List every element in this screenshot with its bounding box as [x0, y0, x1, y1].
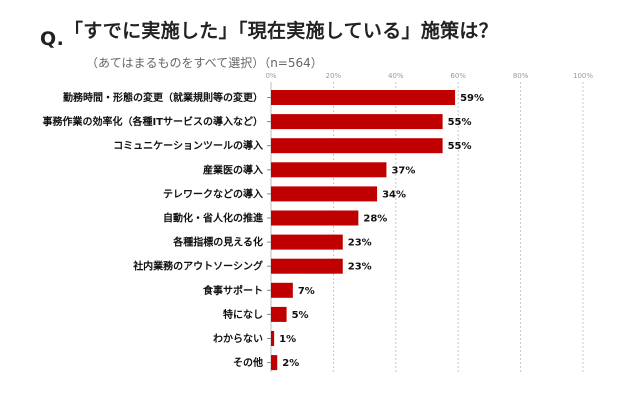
data-label: 1%: [279, 334, 296, 345]
category-label: その他: [233, 356, 263, 369]
data-label: 55%: [448, 117, 472, 128]
data-label: 5%: [292, 310, 309, 321]
bar: [271, 210, 359, 226]
x-tick-label: 80%: [513, 72, 529, 80]
data-label: 2%: [282, 358, 299, 369]
data-label: 34%: [382, 189, 406, 200]
chart-subtitle: （あてはまるものをすべて選択）（n=564）: [86, 56, 323, 70]
category-label: 食事サポート: [202, 284, 263, 297]
data-label: 7%: [298, 286, 315, 297]
category-label: 事務作業の効率化（各種ITサービスの導入など）: [42, 115, 263, 128]
data-label: 59%: [460, 93, 484, 104]
bar: [271, 306, 287, 322]
bar: [271, 258, 343, 274]
category-label: わからない: [213, 333, 263, 345]
bar: [271, 331, 275, 346]
x-tick-label: 60%: [450, 72, 466, 80]
bar: [271, 282, 293, 298]
data-label: 37%: [391, 165, 415, 176]
category-label: 産業医の導入: [203, 163, 263, 176]
data-label: 55%: [448, 141, 472, 152]
bar: [271, 114, 443, 130]
category-label: コミュニケーションツールの導入: [113, 139, 263, 152]
bar: [271, 234, 343, 250]
category-label: 自動化・省人化の推進: [163, 212, 264, 225]
category-label: テレワークなどの導入: [163, 187, 263, 200]
x-tick-label: 40%: [388, 72, 404, 80]
data-label: 23%: [348, 238, 372, 249]
x-tick-label: 20%: [326, 72, 342, 80]
data-label: 28%: [363, 214, 387, 225]
bar: [271, 355, 278, 371]
data-label: 23%: [348, 262, 372, 273]
category-label: 勤務時間・形態の変更（就業規則等の変更）: [63, 91, 263, 104]
question-label: Q.: [40, 28, 65, 50]
bar: [271, 138, 443, 154]
x-tick-label: 0%: [265, 72, 276, 80]
category-label: 特になし: [223, 308, 263, 321]
bar: [271, 162, 387, 178]
x-tick-label: 100%: [573, 72, 593, 80]
chart-title: 「すでに実施した」「現在実施している」施策は？: [64, 20, 499, 42]
bar: [271, 90, 456, 105]
bar: [271, 186, 378, 202]
category-label: 各種指標の見える化: [172, 236, 263, 249]
category-label: 社内業務のアウトソーシング: [132, 260, 263, 273]
